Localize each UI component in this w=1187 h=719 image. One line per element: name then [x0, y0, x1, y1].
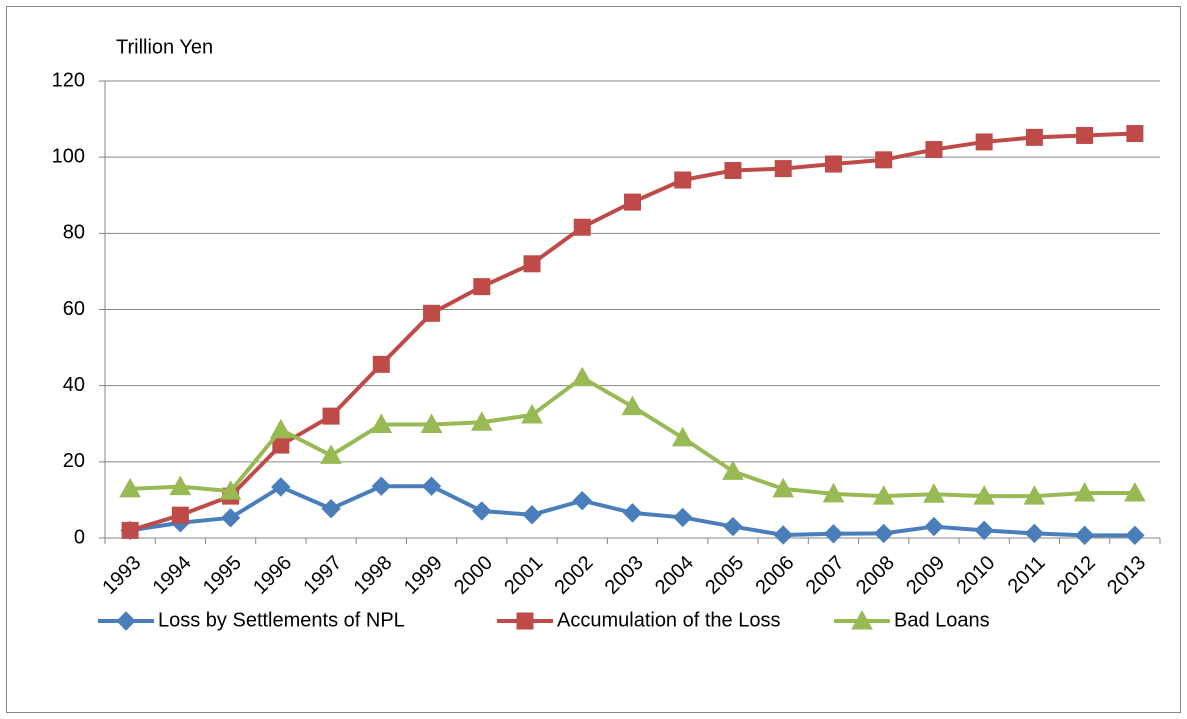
point-marker: [171, 506, 189, 524]
point-marker: [220, 508, 241, 528]
point-marker: [772, 477, 795, 498]
point-marker: [470, 411, 493, 431]
y-tick-label: 40: [63, 374, 85, 396]
point-marker: [269, 418, 292, 439]
point-marker: [1126, 125, 1144, 143]
legend-label: Accumulation of the Loss: [557, 609, 780, 631]
point-marker: [723, 516, 743, 537]
point-marker: [873, 523, 894, 544]
y-tick-label: 120: [52, 69, 85, 91]
point-marker: [523, 255, 541, 273]
point-marker: [572, 490, 592, 511]
point-marker: [219, 480, 242, 500]
point-marker: [421, 476, 442, 496]
y-tick-label: 20: [63, 450, 85, 472]
y-tick-label: 80: [63, 222, 85, 244]
point-marker: [370, 413, 393, 434]
point-marker: [521, 403, 543, 424]
point-marker: [622, 503, 643, 523]
point-marker: [822, 482, 845, 503]
point-marker: [1073, 482, 1096, 502]
point-marker: [973, 485, 996, 505]
point-marker: [371, 476, 392, 496]
legend-label: Loss by Settlements of NPL: [158, 609, 405, 631]
point-marker: [722, 460, 744, 480]
point-marker: [472, 501, 492, 521]
point-marker: [423, 304, 441, 322]
point-marker: [1024, 523, 1045, 544]
legend-label: Bad Loans: [894, 609, 990, 631]
point-marker: [872, 485, 895, 505]
point-marker: [671, 426, 694, 447]
legend-marker: [116, 611, 136, 631]
point-marker: [824, 155, 842, 173]
y-tick-label: 0: [74, 526, 85, 548]
point-marker: [1124, 482, 1146, 502]
point-marker: [673, 507, 693, 528]
point-marker: [1023, 485, 1046, 505]
point-marker: [774, 160, 792, 178]
y-tick-label: 100: [52, 145, 85, 167]
point-marker: [773, 525, 793, 545]
chart-border: [6, 6, 1181, 713]
point-marker: [1125, 525, 1145, 546]
legend-marker: [516, 612, 534, 630]
point-marker: [724, 161, 742, 179]
point-marker: [321, 498, 341, 519]
point-marker: [974, 520, 994, 541]
point-marker: [875, 151, 893, 169]
point-marker: [473, 278, 491, 296]
point-marker: [271, 477, 291, 497]
point-marker: [573, 218, 591, 236]
point-marker: [823, 524, 844, 544]
point-marker: [1025, 128, 1043, 146]
point-marker: [121, 521, 139, 539]
point-marker: [1076, 126, 1094, 144]
y-axis-label: Trillion Yen: [116, 36, 213, 58]
point-marker: [320, 444, 342, 464]
point-marker: [420, 413, 443, 434]
point-marker: [169, 475, 192, 496]
point-marker: [925, 141, 943, 159]
point-marker: [322, 407, 340, 425]
point-marker: [923, 483, 945, 503]
legend-marker: [851, 609, 873, 630]
point-marker: [975, 133, 993, 151]
point-marker: [1074, 525, 1095, 546]
point-marker: [571, 366, 594, 387]
point-marker: [674, 171, 692, 189]
point-marker: [621, 395, 644, 416]
point-marker: [372, 355, 390, 373]
y-tick-label: 60: [63, 298, 85, 320]
point-marker: [522, 505, 542, 525]
point-marker: [924, 516, 944, 537]
point-marker: [624, 193, 641, 211]
point-marker: [119, 477, 141, 498]
